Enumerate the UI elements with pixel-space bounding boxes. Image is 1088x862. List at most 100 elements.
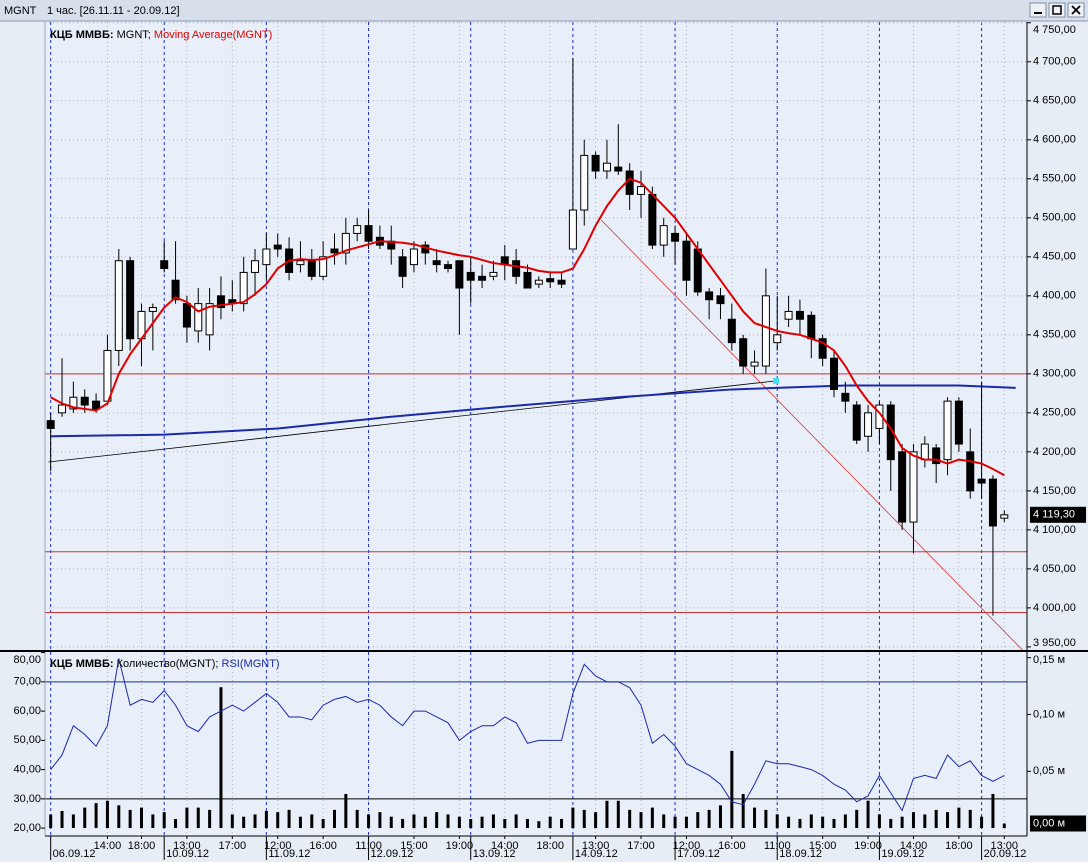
- volume-bar: [662, 814, 666, 829]
- candle-body: [171, 279, 180, 301]
- volume-bar: [753, 807, 757, 829]
- volume-bar: [809, 814, 813, 829]
- last-price-label: 4 119,30: [1033, 509, 1075, 521]
- candle-body: [478, 275, 487, 281]
- volume-bar: [628, 809, 632, 829]
- candle-body: [602, 162, 611, 172]
- x-tick-label: 14:00: [900, 840, 928, 852]
- x-tick-label: 14:00: [491, 840, 519, 852]
- volume-bar: [594, 812, 598, 829]
- x-tick-label: 19:00: [446, 840, 474, 852]
- y-tick-label: 60,00: [13, 705, 41, 717]
- volume-bar: [389, 816, 393, 829]
- candle-body: [92, 400, 101, 410]
- close-icon: [1071, 5, 1081, 15]
- y-tick-label: 80,00: [13, 654, 41, 666]
- candle-body: [194, 303, 203, 332]
- minimize-button[interactable]: [1029, 2, 1047, 18]
- candle-body: [580, 154, 589, 211]
- candle-body: [364, 225, 373, 242]
- candle-body: [432, 260, 441, 266]
- candle-body: [80, 396, 89, 406]
- volume-bar: [855, 809, 859, 829]
- volume-bar: [560, 818, 564, 829]
- volume-bar: [707, 809, 711, 829]
- candle-body: [648, 193, 657, 246]
- volume-bar: [117, 805, 121, 829]
- candle-body: [966, 451, 975, 492]
- volume-bar: [332, 809, 336, 829]
- candle-body: [330, 248, 339, 254]
- candle-body: [920, 443, 929, 461]
- candle-body: [830, 357, 839, 390]
- volume-bar: [673, 816, 677, 829]
- y-tick-label: 30,00: [13, 793, 41, 805]
- volume-bar: [741, 793, 745, 829]
- candle-body: [932, 447, 941, 465]
- y-tick-label: 4 650,00: [1033, 95, 1076, 107]
- volume-bar: [105, 800, 109, 829]
- date-label: 13.09.12: [473, 848, 516, 860]
- y-tick-label: 4 250,00: [1033, 407, 1076, 419]
- y-tick-label: 4 750,00: [1033, 24, 1076, 36]
- volume-bar: [923, 814, 927, 829]
- x-tick-label: 13:00: [173, 840, 201, 852]
- maximize-button[interactable]: [1048, 2, 1066, 18]
- long-moving-average: [50, 384, 1016, 438]
- candle-body: [739, 338, 748, 367]
- candle-body: [795, 310, 804, 320]
- window-period: 1 час. [26.11.11 - 20.09.12]: [47, 5, 180, 17]
- x-tick-label: 13:00: [582, 840, 610, 852]
- volume-bar: [401, 818, 405, 829]
- date-label: 12.09.12: [371, 848, 414, 860]
- candle-body: [46, 420, 55, 429]
- moving-average: [50, 177, 1005, 477]
- x-tick-label: 17:00: [219, 840, 247, 852]
- indicator-legend: КЦБ ММВБ: Количество(MGNT); RSI(MGNT): [50, 658, 280, 670]
- candle-body: [409, 248, 418, 266]
- volume-bar: [537, 821, 541, 829]
- window-symbol: MGNT: [4, 5, 37, 17]
- candle-body: [126, 260, 135, 340]
- candle-body: [761, 295, 770, 367]
- volume-bar: [525, 818, 529, 829]
- legend-volume: Количество(MGNT);: [117, 658, 219, 670]
- x-tick-label: 19:00: [854, 840, 882, 852]
- volume-bar: [968, 809, 972, 829]
- volume-bar: [219, 687, 223, 829]
- volume-bar: [469, 818, 473, 829]
- y-tick-label: 4 600,00: [1033, 134, 1076, 146]
- volume-bar: [1002, 823, 1006, 829]
- candle-body: [216, 295, 225, 309]
- window-buttons[interactable]: [1029, 2, 1085, 18]
- y-tick-label: 70,00: [13, 676, 41, 688]
- y-tick-label: 4 000,00: [1033, 602, 1076, 614]
- y-tick-label: 4 150,00: [1033, 485, 1076, 497]
- volume-bar: [162, 812, 166, 829]
- candle-body: [1000, 514, 1009, 519]
- trend-handle: [773, 377, 780, 384]
- volume-bar: [571, 807, 575, 829]
- volume-bar: [946, 812, 950, 829]
- volume-bar: [298, 816, 302, 829]
- candle-body: [977, 478, 986, 484]
- volume-bar: [684, 816, 688, 829]
- volume-bar: [287, 809, 291, 829]
- volume-bar: [230, 814, 234, 829]
- candle-body: [898, 451, 907, 523]
- volume-bar: [151, 814, 155, 829]
- volume-bar: [276, 812, 280, 829]
- volume-bar: [616, 800, 620, 829]
- candle-body: [807, 314, 816, 340]
- volume-bar: [344, 793, 348, 829]
- candle-body: [784, 310, 793, 320]
- volume-bar: [730, 750, 734, 829]
- date-label: 11.09.12: [268, 848, 310, 860]
- date-label: 20.09.12: [984, 848, 1027, 860]
- volume-bar: [253, 814, 257, 829]
- date-label: 18.09.12: [779, 848, 822, 860]
- volume-bar: [548, 816, 552, 829]
- candle-body: [727, 318, 736, 344]
